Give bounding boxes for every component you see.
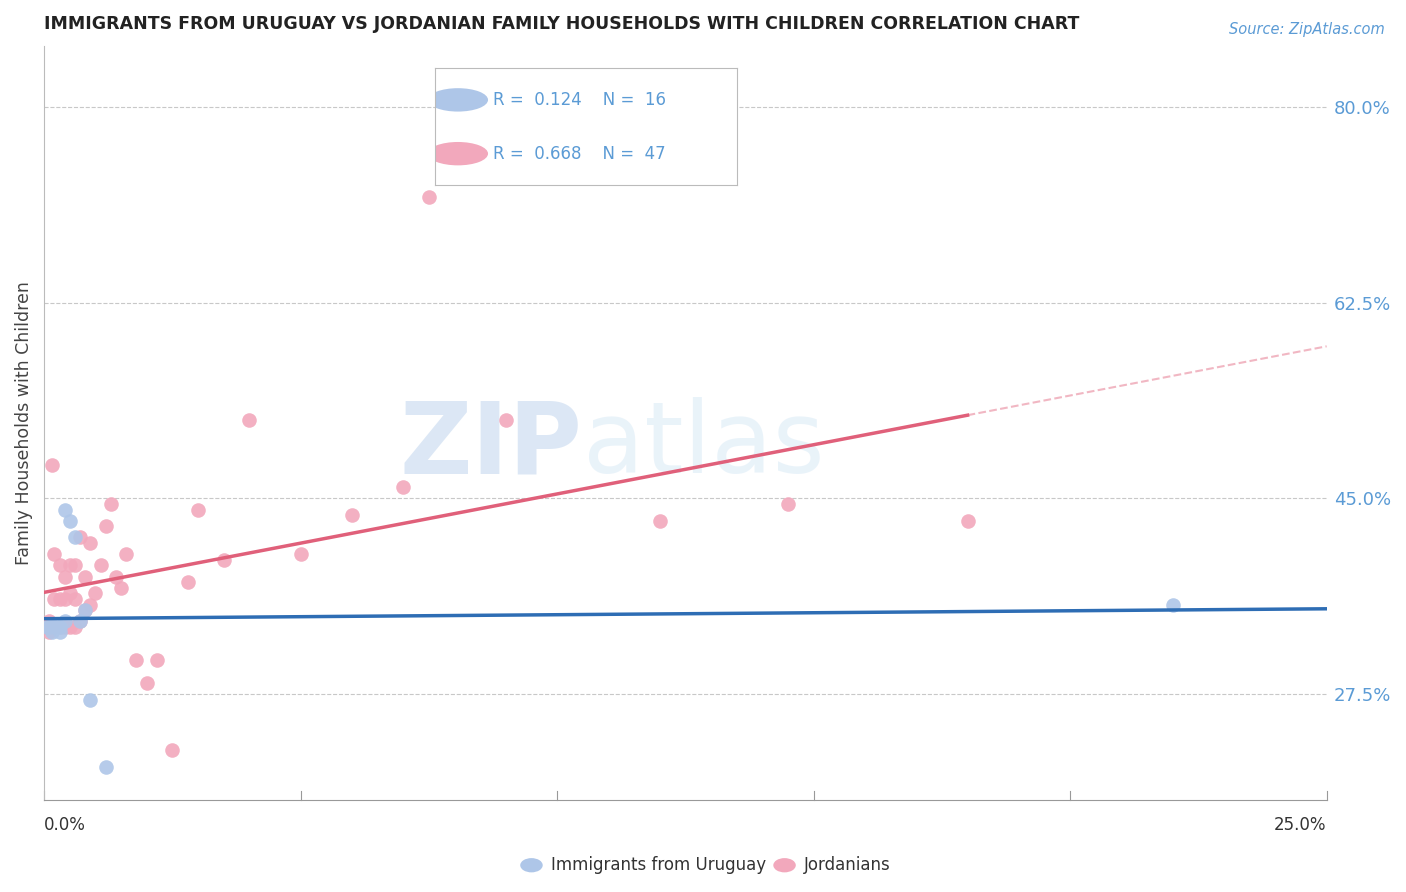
Point bbox=[115, 547, 138, 561]
Point bbox=[100, 497, 122, 511]
Point bbox=[648, 514, 671, 528]
Point bbox=[48, 558, 70, 573]
Point bbox=[110, 581, 132, 595]
Point bbox=[35, 620, 58, 634]
Point bbox=[90, 558, 112, 573]
Point bbox=[69, 531, 91, 545]
Point bbox=[75, 603, 97, 617]
Point bbox=[44, 616, 66, 631]
Text: atlas: atlas bbox=[583, 397, 824, 494]
Point bbox=[956, 514, 979, 528]
Point bbox=[48, 625, 70, 640]
Point bbox=[418, 189, 440, 203]
Point bbox=[238, 413, 260, 427]
Point bbox=[53, 620, 76, 634]
Point bbox=[187, 502, 209, 516]
Point bbox=[79, 536, 101, 550]
Point bbox=[48, 620, 70, 634]
Point bbox=[146, 653, 169, 667]
Y-axis label: Family Households with Children: Family Households with Children bbox=[15, 281, 32, 565]
Point bbox=[79, 598, 101, 612]
Text: Immigrants from Uruguay: Immigrants from Uruguay bbox=[551, 856, 766, 874]
Point bbox=[53, 591, 76, 606]
Point bbox=[41, 458, 63, 472]
Point bbox=[392, 480, 415, 494]
Point bbox=[44, 591, 66, 606]
Point bbox=[63, 558, 86, 573]
Point bbox=[48, 620, 70, 634]
Point bbox=[1161, 598, 1184, 612]
Point bbox=[44, 620, 66, 634]
Text: 25.0%: 25.0% bbox=[1274, 816, 1327, 834]
Text: 0.0%: 0.0% bbox=[44, 816, 86, 834]
Point bbox=[495, 413, 517, 427]
Point bbox=[162, 743, 184, 757]
Point bbox=[75, 569, 97, 583]
Point bbox=[94, 759, 117, 773]
Point bbox=[84, 586, 107, 600]
Text: Jordanians: Jordanians bbox=[804, 856, 891, 874]
Point bbox=[38, 615, 60, 629]
Point bbox=[44, 547, 66, 561]
Point bbox=[35, 620, 58, 634]
Point bbox=[53, 615, 76, 629]
Text: Source: ZipAtlas.com: Source: ZipAtlas.com bbox=[1229, 22, 1385, 37]
Point bbox=[41, 625, 63, 640]
Point bbox=[44, 620, 66, 634]
Point bbox=[63, 591, 86, 606]
Point bbox=[135, 675, 157, 690]
Point bbox=[776, 497, 799, 511]
Point bbox=[69, 615, 91, 629]
Point bbox=[38, 625, 60, 640]
Point bbox=[79, 692, 101, 706]
Point bbox=[63, 620, 86, 634]
Point bbox=[177, 575, 200, 590]
Point bbox=[48, 591, 70, 606]
Point bbox=[59, 514, 82, 528]
Text: ZIP: ZIP bbox=[399, 397, 583, 494]
Point bbox=[125, 653, 148, 667]
Point bbox=[94, 519, 117, 533]
Point bbox=[212, 553, 235, 567]
Point bbox=[59, 558, 82, 573]
Text: IMMIGRANTS FROM URUGUAY VS JORDANIAN FAMILY HOUSEHOLDS WITH CHILDREN CORRELATION: IMMIGRANTS FROM URUGUAY VS JORDANIAN FAM… bbox=[44, 15, 1080, 33]
Point bbox=[290, 547, 312, 561]
Point bbox=[59, 586, 82, 600]
Point bbox=[104, 569, 127, 583]
Point bbox=[69, 615, 91, 629]
Point bbox=[63, 531, 86, 545]
Point bbox=[59, 620, 82, 634]
Point bbox=[75, 603, 97, 617]
Point bbox=[53, 569, 76, 583]
Point bbox=[340, 508, 363, 522]
Point bbox=[38, 620, 60, 634]
Point bbox=[53, 502, 76, 516]
